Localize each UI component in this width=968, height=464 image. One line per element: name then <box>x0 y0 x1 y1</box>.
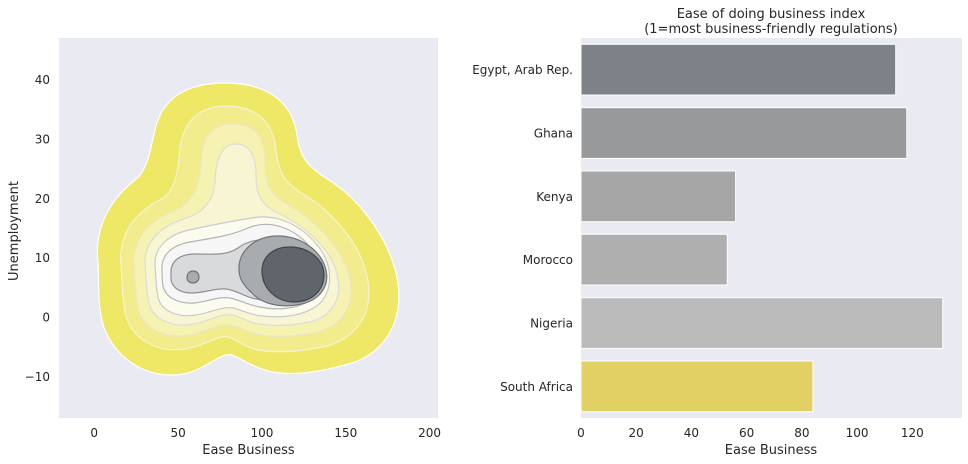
bar <box>580 297 944 349</box>
bar-category-label: Ghana <box>534 127 573 141</box>
kde-y-tick-label: 0 <box>42 311 50 325</box>
bar-x-tick-label: 100 <box>846 426 869 440</box>
kde-x-tick-label: 0 <box>90 426 98 440</box>
bar-category-labels: Egypt, Arab Rep. Ghana Kenya Morocco Nigeria… <box>472 63 573 394</box>
kde-contours <box>96 82 400 376</box>
kde-y-tick-label: 10 <box>35 251 50 265</box>
bar-category-label: Egypt, Arab Rep. <box>472 63 573 77</box>
kde-y-ticks: −10 0 10 20 30 40 <box>25 73 50 384</box>
bar-x-tick-label: 80 <box>794 426 809 440</box>
kde-x-tick-label: 50 <box>170 426 185 440</box>
bars <box>580 43 944 413</box>
kde-x-tick-label: 100 <box>250 426 273 440</box>
bar-chart-subtitle: (1=most business-friendly regulations) <box>644 22 898 37</box>
kde-x-tick-label: 150 <box>334 426 357 440</box>
bar-x-tick-label: 120 <box>901 426 924 440</box>
bar-x-axis-label: Ease Business <box>725 443 818 458</box>
kde-y-tick-label: −10 <box>25 370 50 384</box>
kde-x-tick-label: 200 <box>418 426 441 440</box>
kde-y-tick-label: 20 <box>35 192 50 206</box>
kde-y-axis-label: Unemployment <box>7 181 22 281</box>
bar <box>580 360 814 413</box>
bar <box>580 43 897 96</box>
bar-x-ticks: 0 20 40 60 80 100 120 <box>577 426 924 440</box>
bar-plot-area <box>581 38 962 418</box>
bar-chart-title: Ease of doing business index <box>677 7 866 22</box>
kde-y-tick-label: 40 <box>35 73 50 87</box>
kde-x-axis-label: Ease Business <box>202 443 295 458</box>
bar-x-tick-label: 60 <box>739 426 754 440</box>
bar-category-label: Kenya <box>536 190 573 204</box>
bar-panel: Ease of doing business index (1=most bus… <box>472 7 962 458</box>
bar-category-label: Nigeria <box>530 317 573 331</box>
kde-x-ticks: 0 50 100 150 200 <box>90 426 441 440</box>
kde-y-tick-label: 30 <box>35 132 50 146</box>
bar-category-label: South Africa <box>500 380 573 394</box>
bar-x-tick-label: 40 <box>684 426 699 440</box>
bar-x-tick-label: 0 <box>577 426 585 440</box>
bar-category-label: Morocco <box>523 253 573 267</box>
bar <box>580 233 728 286</box>
kde-level-9 <box>261 246 325 303</box>
bar-x-tick-label: 20 <box>629 426 644 440</box>
bar <box>580 107 908 159</box>
bar <box>580 170 737 223</box>
kde-level-8-secondary <box>186 270 200 284</box>
